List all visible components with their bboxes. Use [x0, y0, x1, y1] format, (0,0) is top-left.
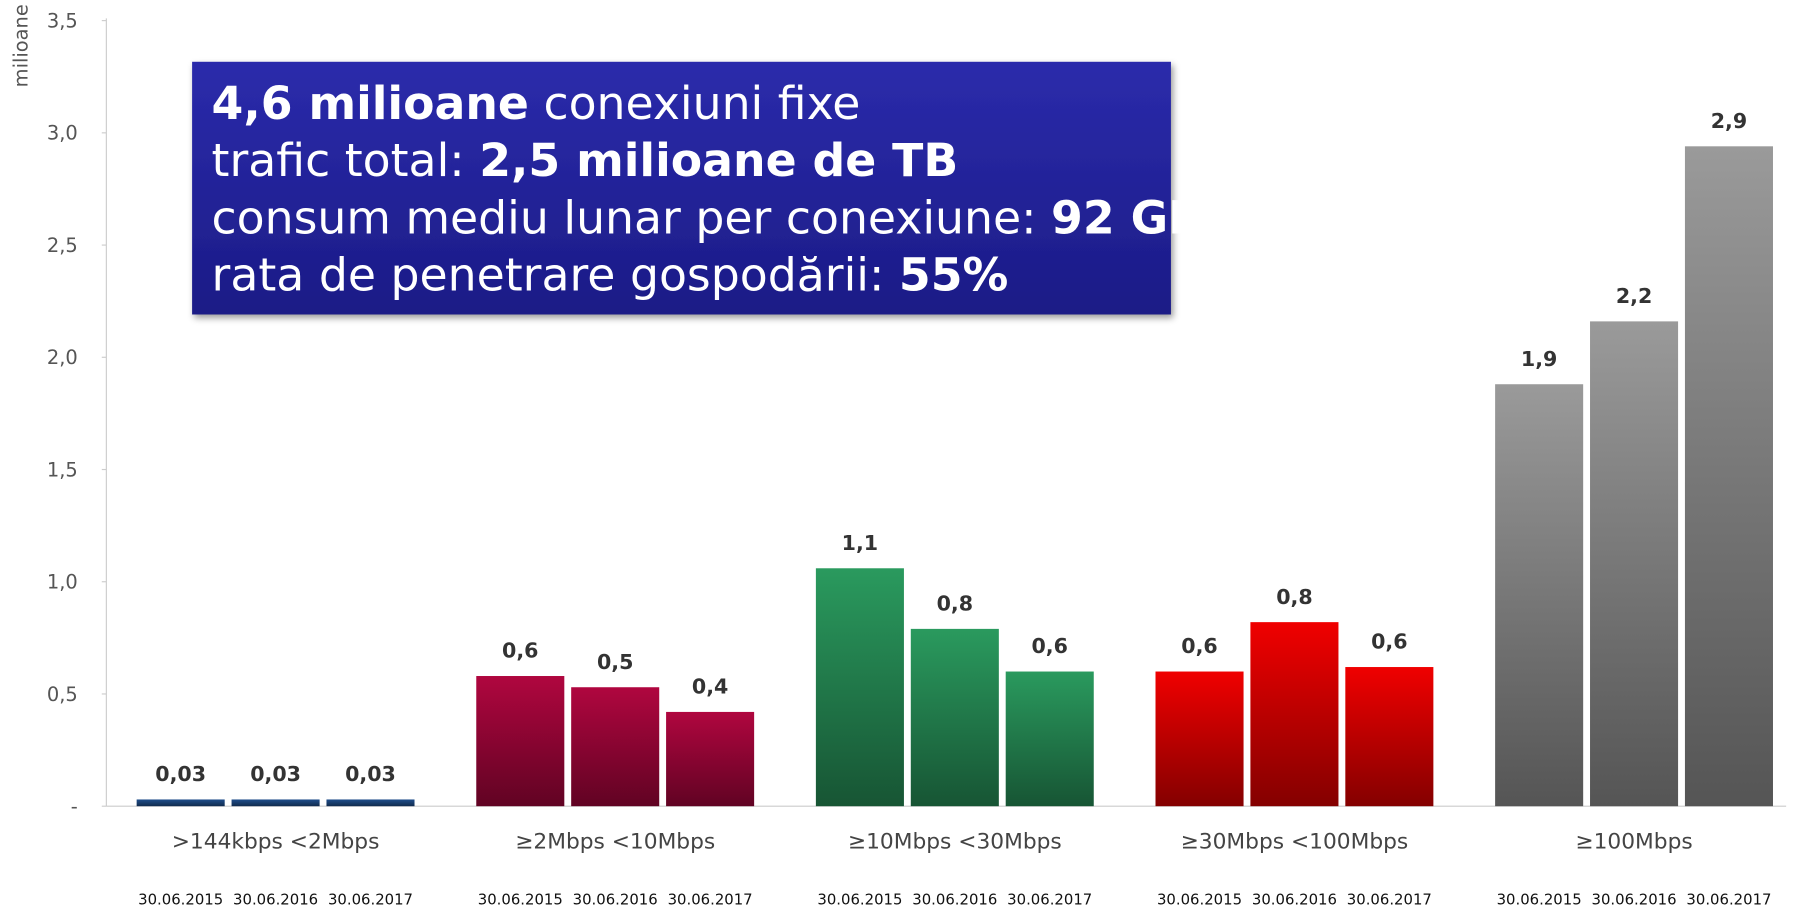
value-label: 0,8	[1276, 585, 1312, 609]
bar	[910, 628, 999, 807]
date-label: 30.06.2017	[1347, 891, 1432, 908]
value-label: 0,6	[1371, 630, 1407, 654]
bar	[1345, 667, 1434, 807]
y-tick-label: 2,5	[47, 234, 78, 257]
info-segment: 55%	[899, 248, 1008, 301]
info-line: trafic total: 2,5 milioane de TB	[212, 134, 959, 187]
y-tick-label: 1,0	[47, 571, 78, 594]
bar	[571, 687, 660, 807]
value-label: 2,2	[1616, 284, 1652, 308]
date-label: 30.06.2016	[573, 891, 658, 908]
bar	[1684, 146, 1773, 807]
info-line: rata de penetrare gospodării: 55%	[212, 248, 1009, 301]
date-label: 30.06.2017	[1686, 891, 1771, 908]
bar	[476, 676, 565, 807]
value-label: 0,8	[937, 592, 973, 616]
x-tick-label: ≥30Mbps <100Mbps	[1181, 830, 1409, 855]
bar	[1250, 622, 1339, 807]
value-label: 1,9	[1521, 347, 1557, 371]
info-line: 4,6 milioane conexiuni fixe	[212, 77, 861, 130]
info-segment: 92 GB	[1051, 191, 1203, 244]
date-label: 30.06.2015	[1497, 891, 1582, 908]
date-label: 30.06.2015	[1157, 891, 1242, 908]
info-segment: rata de penetrare gospodării:	[212, 248, 899, 301]
value-label: 0,03	[250, 762, 301, 786]
info-segment: 2,5 milioane de TB	[479, 134, 958, 187]
y-tick-label: 3,5	[47, 9, 78, 32]
date-label: 30.06.2015	[138, 891, 223, 908]
value-label: 0,5	[597, 650, 633, 674]
value-label: 2,9	[1711, 109, 1747, 133]
value-label: 1,1	[842, 531, 878, 555]
info-segment: trafic total:	[212, 134, 480, 187]
value-label: 0,6	[502, 639, 538, 663]
y-axis-label: milioane	[9, 4, 32, 87]
x-tick-label: >144kbps <2Mbps	[172, 830, 380, 855]
bar	[1005, 671, 1094, 807]
value-label: 0,6	[1181, 634, 1217, 658]
bar	[666, 711, 755, 807]
bar	[1590, 321, 1679, 807]
x-tick-label: ≥100Mbps	[1575, 830, 1692, 855]
x-tick-label: ≥2Mbps <10Mbps	[515, 830, 715, 855]
bar	[136, 799, 225, 807]
info-box	[192, 61, 1171, 315]
date-label: 30.06.2017	[328, 891, 413, 908]
value-label: 0,4	[692, 675, 728, 699]
y-tick-label: -	[71, 795, 78, 818]
y-tick-label: 3,0	[47, 122, 78, 145]
info-segment: conexiuni fixe	[529, 77, 860, 130]
date-label: 30.06.2016	[912, 891, 997, 908]
date-label: 30.06.2017	[668, 891, 753, 908]
y-tick-label: 1,5	[47, 458, 78, 481]
info-segment: 4,6 milioane	[212, 77, 529, 130]
bar	[1155, 671, 1244, 807]
info-line: consum mediu lunar per conexiune: 92 GB	[212, 191, 1203, 244]
bar	[815, 568, 904, 807]
date-label: 30.06.2015	[817, 891, 902, 908]
info-segment: consum mediu lunar per conexiune:	[212, 191, 1052, 244]
date-label: 30.06.2016	[1592, 891, 1677, 908]
bar	[231, 799, 320, 807]
date-label: 30.06.2016	[1252, 891, 1337, 908]
bar	[326, 799, 415, 807]
date-label: 30.06.2017	[1007, 891, 1092, 908]
value-label: 0,6	[1031, 634, 1067, 658]
value-label: 0,03	[345, 762, 396, 786]
x-tick-label: ≥10Mbps <30Mbps	[848, 830, 1062, 855]
value-label: 0,03	[155, 762, 206, 786]
bar	[1495, 384, 1584, 807]
y-tick-label: 2,0	[47, 346, 78, 369]
y-tick-label: 0,5	[47, 683, 78, 706]
date-label: 30.06.2016	[233, 891, 318, 908]
date-label: 30.06.2015	[478, 891, 563, 908]
